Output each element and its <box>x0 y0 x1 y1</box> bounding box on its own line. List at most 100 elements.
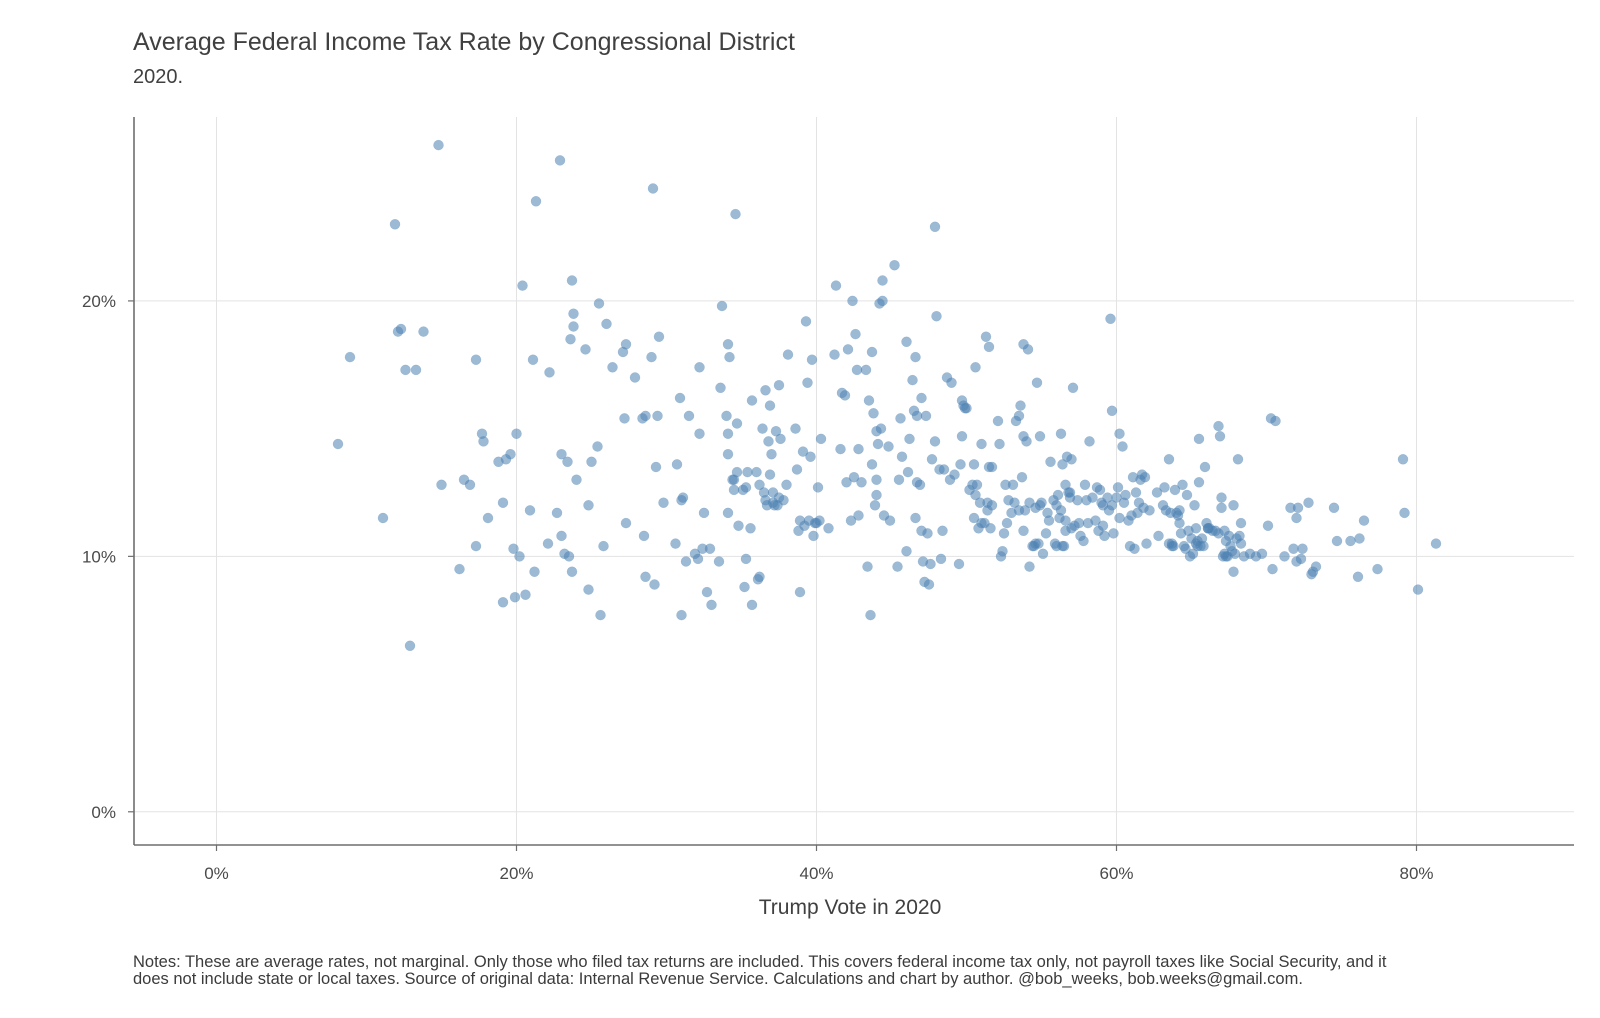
data-point <box>1412 584 1424 595</box>
data-point <box>640 410 651 422</box>
tick-labels: 0% 20% 40% 60% 80% 0% 10% 20% <box>82 292 1434 883</box>
data-point <box>680 556 692 567</box>
data-point <box>404 640 416 652</box>
data-point <box>998 528 1010 539</box>
data-point <box>1055 505 1067 516</box>
data-point <box>871 489 882 501</box>
data-point <box>698 507 710 519</box>
data-point <box>1120 489 1131 501</box>
data-point <box>562 456 573 468</box>
x-tick-label: 80% <box>1399 864 1433 883</box>
data-point <box>1018 525 1029 537</box>
data-point <box>1397 454 1409 465</box>
data-point <box>815 433 827 445</box>
data-point <box>1055 428 1067 439</box>
data-point <box>601 318 612 330</box>
data-point <box>544 367 555 378</box>
data-point <box>970 362 981 373</box>
data-point <box>529 566 540 577</box>
data-point <box>650 461 662 473</box>
data-point <box>571 474 582 485</box>
data-point <box>845 515 857 526</box>
data-point <box>895 413 906 424</box>
data-point <box>1019 505 1031 516</box>
gridlines <box>134 117 1574 845</box>
data-point <box>593 298 605 309</box>
data-point <box>746 395 758 406</box>
data-point <box>800 316 812 327</box>
data-point <box>722 428 734 439</box>
data-point <box>619 413 630 424</box>
data-point <box>1033 538 1044 549</box>
data-point <box>949 469 960 480</box>
data-point <box>1001 517 1013 529</box>
data-point <box>670 538 681 549</box>
data-point <box>877 275 888 286</box>
data-point <box>745 523 756 534</box>
data-point <box>920 410 932 422</box>
data-point <box>757 423 768 434</box>
data-point <box>514 551 525 562</box>
data-point <box>1328 502 1340 514</box>
data-point <box>580 344 591 355</box>
data-point <box>805 451 816 462</box>
data-point <box>730 208 741 220</box>
data-point <box>551 507 563 519</box>
data-point <box>1013 410 1025 422</box>
data-point <box>731 466 743 478</box>
data-point <box>470 540 482 552</box>
data-point <box>869 500 881 511</box>
data-point <box>862 561 873 572</box>
data-point <box>1114 512 1125 524</box>
data-point <box>872 438 884 450</box>
data-point <box>1232 454 1244 465</box>
data-point <box>433 139 444 151</box>
data-point <box>814 515 825 526</box>
data-point <box>478 436 489 447</box>
data-point <box>751 466 762 478</box>
data-point <box>701 586 713 598</box>
data-point <box>922 528 933 539</box>
data-point <box>694 428 705 439</box>
data-point <box>923 579 935 590</box>
data-point <box>566 566 578 577</box>
data-point <box>790 423 801 434</box>
data-point <box>877 295 888 307</box>
data-point <box>1180 543 1191 554</box>
data-point <box>674 392 686 404</box>
data-point <box>938 464 950 475</box>
data-point <box>1354 533 1365 544</box>
data-point <box>986 500 998 511</box>
data-point <box>568 321 579 332</box>
data-point <box>436 479 447 491</box>
chart-title: Average Federal Income Tax Rate by Congr… <box>133 28 795 56</box>
data-point <box>395 323 407 335</box>
data-point <box>524 505 536 516</box>
data-point <box>1052 489 1064 501</box>
data-point <box>1117 441 1128 452</box>
data-point <box>671 459 683 470</box>
data-point <box>883 441 894 452</box>
data-point <box>842 344 854 355</box>
data-point <box>929 221 941 233</box>
data-point <box>1267 563 1278 575</box>
data-point <box>1187 548 1199 560</box>
data-point <box>1130 487 1142 498</box>
data-point <box>629 372 641 383</box>
data-point <box>731 418 743 429</box>
data-point <box>1040 528 1052 539</box>
data-point <box>592 441 603 452</box>
data-point <box>1058 540 1070 552</box>
data-point <box>1024 561 1035 572</box>
data-point <box>1099 530 1110 542</box>
data-point <box>607 362 618 373</box>
data-point <box>1009 497 1020 508</box>
data-point <box>1181 489 1193 501</box>
data-point <box>889 259 900 271</box>
data-point <box>1022 344 1034 355</box>
data-point <box>884 515 896 526</box>
data-point <box>1021 436 1032 447</box>
data-point <box>377 512 389 524</box>
data-point <box>901 336 912 348</box>
data-point <box>1303 497 1314 508</box>
